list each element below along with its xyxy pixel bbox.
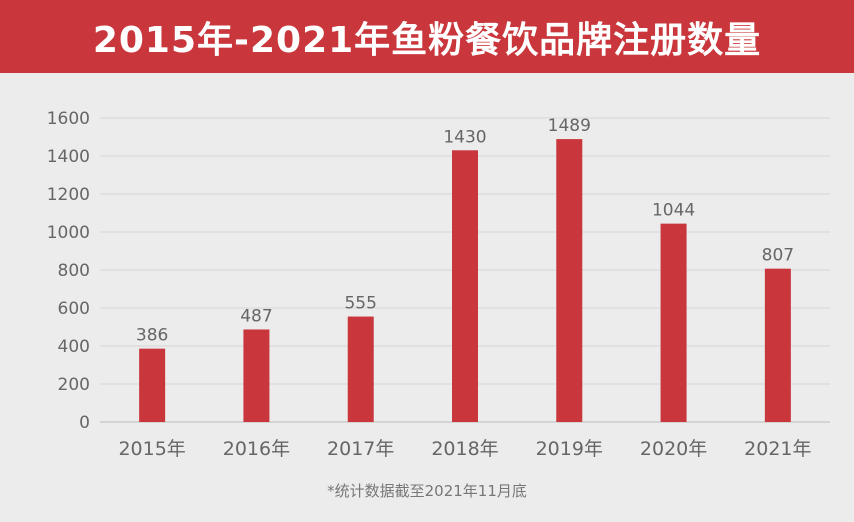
y-tick-label: 200 — [58, 375, 90, 395]
bar — [139, 348, 166, 422]
data-label: 555 — [344, 294, 376, 314]
bar — [243, 329, 270, 422]
x-tick-label: 2019年 — [536, 438, 603, 460]
chart-area: 0 200 400 600 800 1000 1200 1400 1600 386 2015年 487… — [0, 73, 854, 522]
x-tick-label: 2018年 — [431, 438, 498, 460]
y-tick-label: 800 — [58, 261, 90, 281]
data-label: 1430 — [443, 127, 486, 147]
y-tick-label: 0 — [79, 413, 90, 433]
y-tick-label: 1400 — [47, 147, 90, 167]
bar — [452, 150, 478, 423]
bar — [347, 316, 374, 422]
footnote: *统计数据截至2021年11月底 — [327, 482, 527, 500]
data-label: 807 — [762, 246, 794, 266]
y-tick-label: 400 — [58, 337, 90, 357]
bar — [764, 268, 791, 422]
data-label: 1044 — [652, 201, 695, 221]
x-tick-label: 2021年 — [744, 438, 811, 460]
y-tick-label: 1000 — [47, 223, 90, 243]
bar — [556, 139, 583, 422]
x-tick-label: 2020年 — [640, 438, 707, 460]
x-tick-label: 2016年 — [223, 438, 290, 460]
data-label: 386 — [136, 326, 168, 346]
data-label: 487 — [240, 306, 272, 326]
chart-title: 2015年-2021年鱼粉餐饮品牌注册数量 — [92, 19, 762, 61]
bar-chart: 0 200 400 600 800 1000 1200 1400 1600 386 2015年 487… — [47, 109, 830, 460]
data-label: 1489 — [548, 116, 591, 136]
bar — [660, 223, 687, 422]
x-tick-label: 2015年 — [118, 438, 185, 460]
y-tick-label: 1600 — [47, 109, 90, 129]
title-bar: 2015年-2021年鱼粉餐饮品牌注册数量 — [0, 0, 854, 73]
y-tick-label: 1200 — [47, 185, 90, 205]
y-tick-label: 600 — [58, 299, 90, 319]
x-tick-label: 2017年 — [327, 438, 394, 460]
